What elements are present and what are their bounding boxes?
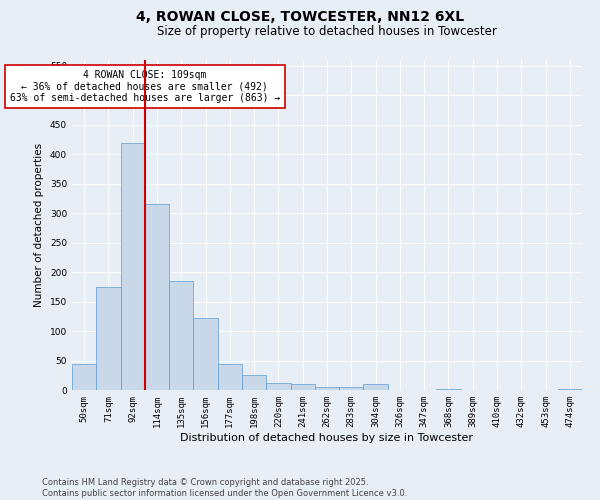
Bar [266,383,290,390]
Y-axis label: Number of detached properties: Number of detached properties [34,143,44,307]
Bar [339,387,364,390]
Bar [315,387,339,390]
Text: 4, ROWAN CLOSE, TOWCESTER, NN12 6XL: 4, ROWAN CLOSE, TOWCESTER, NN12 6XL [136,10,464,24]
Bar [218,364,242,390]
Text: Contains HM Land Registry data © Crown copyright and database right 2025.
Contai: Contains HM Land Registry data © Crown c… [42,478,407,498]
X-axis label: Distribution of detached houses by size in Towcester: Distribution of detached houses by size … [181,432,473,442]
Bar [169,281,193,390]
Title: Size of property relative to detached houses in Towcester: Size of property relative to detached ho… [157,25,497,38]
Bar [96,287,121,390]
Bar [72,364,96,390]
Bar [145,204,169,390]
Bar [242,376,266,390]
Bar [436,389,461,390]
Bar [193,318,218,390]
Bar [558,389,582,390]
Bar [121,142,145,390]
Bar [290,384,315,390]
Bar [364,384,388,390]
Text: 4 ROWAN CLOSE: 109sqm
← 36% of detached houses are smaller (492)
63% of semi-det: 4 ROWAN CLOSE: 109sqm ← 36% of detached … [10,70,280,103]
